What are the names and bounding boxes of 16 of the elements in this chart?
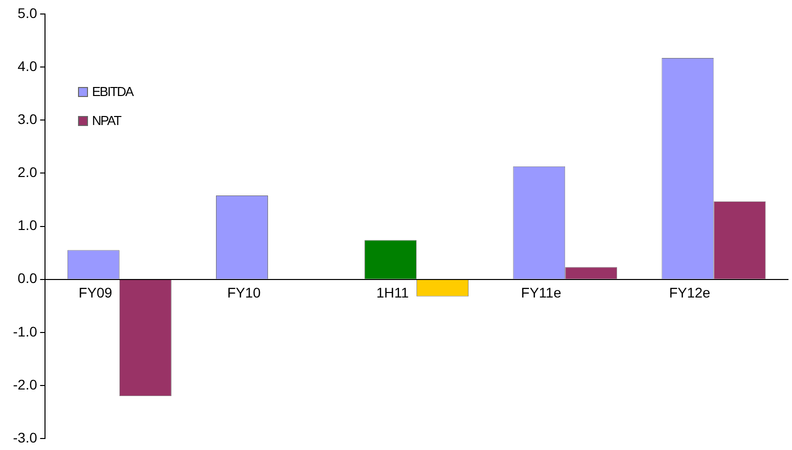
y-tick-label: -3.0: [13, 429, 38, 446]
y-tick-label: 3.0: [18, 111, 38, 128]
legend-label: EBITDA: [92, 84, 133, 99]
y-tick-label: 1.0: [18, 217, 38, 234]
x-tick-label: FY12e: [669, 284, 711, 301]
legend-label: NPAT: [92, 113, 121, 128]
y-tick-label: -1.0: [13, 323, 38, 340]
x-tick-label: FY10: [227, 284, 261, 301]
x-tick-label: FY11e: [521, 284, 562, 301]
y-tick-label: 2.0: [18, 164, 38, 180]
x-tick-label: FY09: [78, 284, 112, 301]
x-tick-label: 1H11: [376, 284, 409, 301]
y-tick-label: 5.0: [18, 4, 38, 21]
y-tick-label: 0.0: [18, 270, 38, 286]
y-tick-label: 4.0: [18, 58, 38, 74]
y-tick-label: -2.0: [13, 376, 38, 392]
